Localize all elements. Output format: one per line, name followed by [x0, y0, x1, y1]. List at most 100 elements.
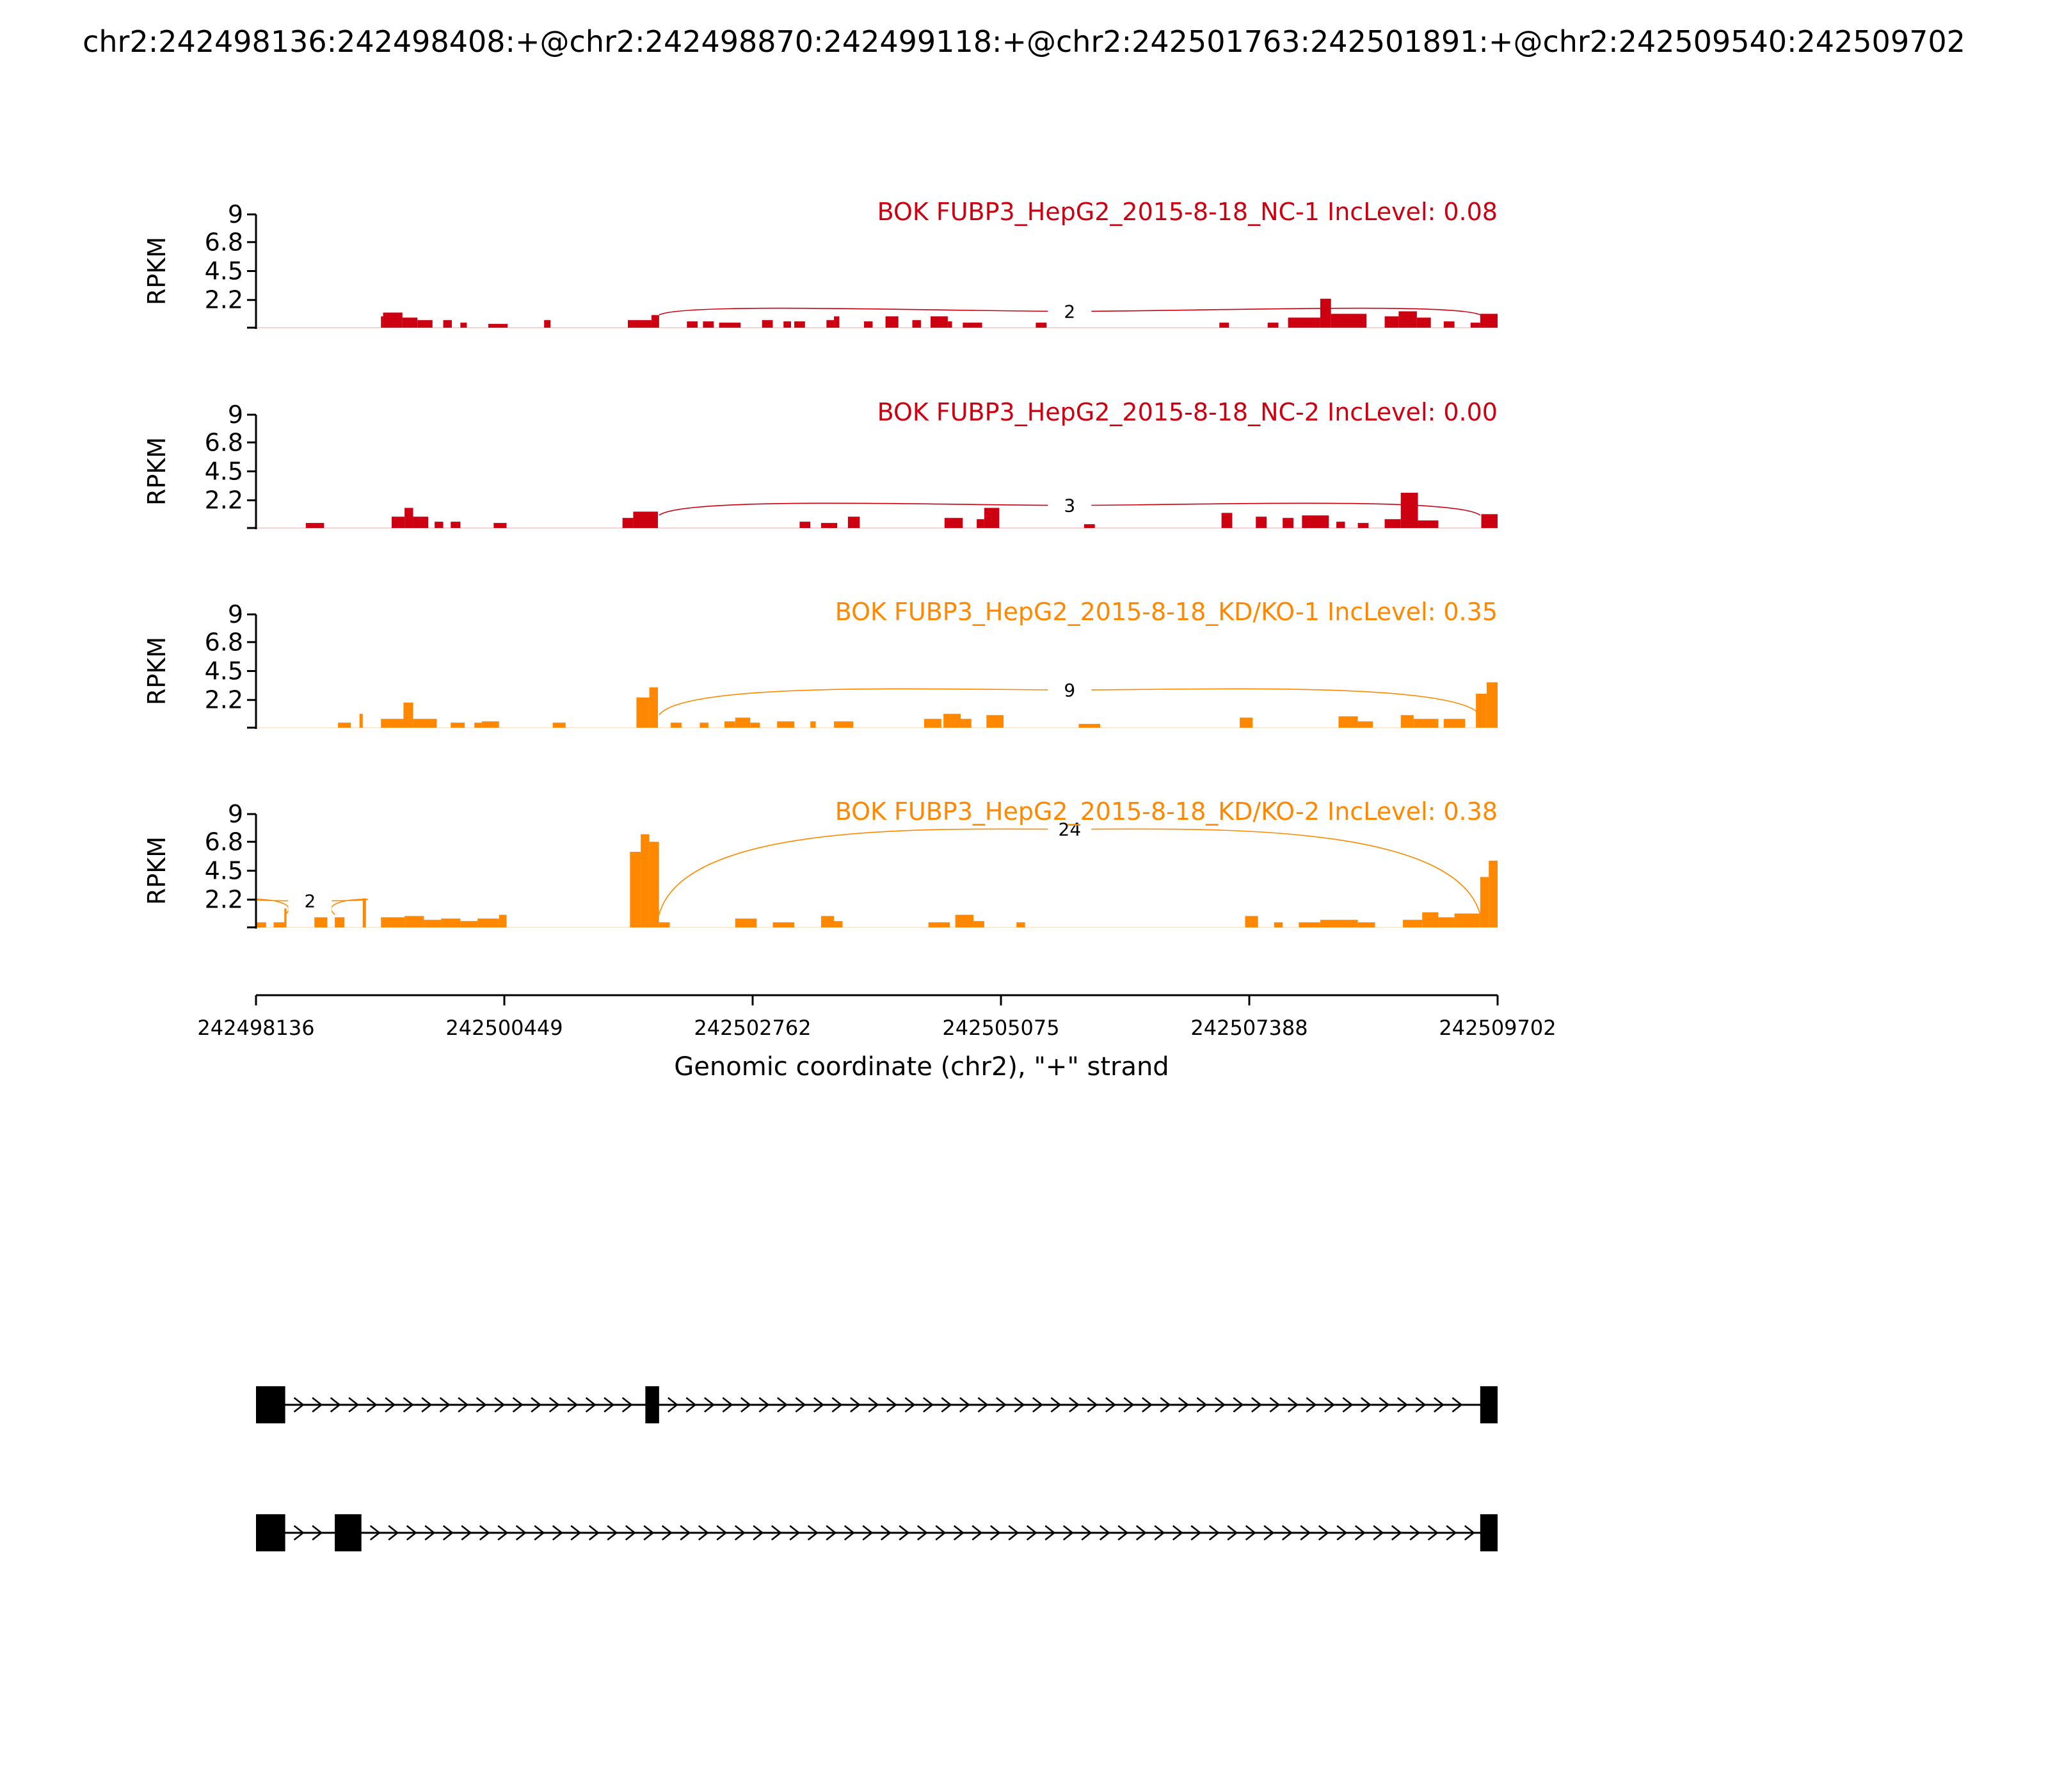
strand-arrow — [607, 1524, 618, 1541]
coverage-bar — [944, 518, 963, 528]
strand-arrow — [868, 1396, 879, 1413]
strand-arrow — [1178, 1396, 1189, 1413]
coverage-bar — [1320, 920, 1358, 927]
strand-arrow — [1281, 1524, 1293, 1541]
strand-arrow — [831, 1396, 843, 1413]
track-name: BOK FUBP3_HepG2_2015-8-18_NC-2 IncLevel:… — [877, 398, 1498, 426]
chart-title: chr2:242498136:242498408:+@chr2:24249887… — [83, 24, 1965, 59]
coverage-bar — [622, 518, 634, 528]
strand-arrow — [604, 1396, 615, 1413]
y-tick-label: 6.8 — [205, 828, 243, 856]
coverage-bar — [947, 321, 952, 328]
coverage-bar — [735, 918, 757, 927]
coverage-bar — [986, 715, 1004, 728]
strand-arrow — [977, 1396, 989, 1413]
strand-arrow — [1190, 1524, 1202, 1541]
strand-arrow — [479, 1524, 490, 1541]
strand-arrow — [421, 1396, 433, 1413]
strand-arrow — [293, 1524, 305, 1541]
y-tick-label: 2.2 — [205, 886, 243, 914]
coverage-bar — [284, 908, 287, 927]
coverage-bar — [885, 316, 899, 328]
x-axis-label: Genomic coordinate (chr2), "+" strand — [674, 1052, 1169, 1082]
coverage-bar — [834, 721, 854, 728]
strand-arrow — [424, 1524, 436, 1541]
strand-arrow — [403, 1396, 414, 1413]
coverage-bar — [1400, 715, 1414, 728]
strand-arrow — [1269, 1396, 1281, 1413]
coverage-bar — [1489, 860, 1498, 927]
strand-arrow — [953, 1524, 964, 1541]
coverage-bar — [794, 321, 805, 328]
strand-arrow — [1099, 1524, 1110, 1541]
coverage-bar — [1443, 321, 1455, 328]
strand-arrow — [1032, 1396, 1043, 1413]
coverage-bar — [488, 324, 508, 328]
strand-arrow — [758, 1396, 770, 1413]
coverage-bar — [984, 508, 1000, 528]
coverage-bar — [1302, 515, 1329, 528]
coverage-bar — [671, 723, 682, 728]
coverage-bar — [636, 697, 650, 728]
strand-arrow — [330, 1396, 341, 1413]
coverage-bar — [1288, 317, 1320, 328]
strand-arrow — [1227, 1524, 1238, 1541]
coverage-bar — [659, 922, 670, 927]
coverage-bar — [493, 523, 507, 528]
strand-arrow — [1427, 1524, 1439, 1541]
strand-arrow — [312, 1396, 323, 1413]
coverage-bar — [477, 918, 499, 927]
coverage-bar — [314, 917, 328, 927]
y-tick-label: 4.5 — [205, 257, 243, 285]
strand-arrow — [813, 1396, 824, 1413]
strand-arrow — [1172, 1524, 1183, 1541]
coverage-bar — [404, 508, 413, 528]
coverage-bar — [1470, 323, 1480, 328]
strand-arrow — [1288, 1396, 1299, 1413]
coverage-bar — [928, 922, 950, 927]
y-tick-label: 4.5 — [205, 458, 243, 486]
coverage-bar — [735, 717, 751, 728]
coverage-bar — [403, 702, 413, 728]
strand-arrow — [916, 1524, 928, 1541]
coverage-bar — [305, 523, 324, 528]
strand-arrow — [923, 1396, 934, 1413]
isoform-2 — [256, 1514, 1498, 1551]
strand-arrow — [512, 1396, 524, 1413]
coverage-bar — [834, 921, 843, 927]
strand-arrow — [789, 1524, 801, 1541]
coverage-bar — [641, 834, 650, 927]
coverage-bar — [1481, 514, 1498, 528]
strand-arrow — [312, 1524, 323, 1541]
y-tick-label: 9 — [228, 401, 243, 429]
coverage-bar — [1036, 323, 1047, 328]
coverage-bar — [649, 687, 658, 728]
strand-arrow — [1263, 1524, 1275, 1541]
coverage-bar — [1413, 719, 1439, 728]
strand-arrow — [1354, 1524, 1366, 1541]
strand-arrow — [1391, 1524, 1402, 1541]
strand-arrow — [685, 1396, 697, 1413]
coverage-bar — [783, 321, 791, 328]
y-tick-label: 2.2 — [205, 686, 243, 714]
coverage-bar — [1357, 523, 1369, 528]
strand-arrow — [740, 1396, 751, 1413]
coverage-bar — [1221, 513, 1233, 528]
coverage-bar — [1416, 317, 1431, 328]
coverage-bar — [451, 723, 465, 728]
coverage-bar — [256, 922, 266, 927]
coverage-bar — [955, 915, 974, 927]
coverage-bar — [441, 918, 461, 927]
track-4: 24 2 96.84.52.2 RPKM BOK FUBP3_HepG2_2015-8-… — [143, 797, 1498, 929]
strand-arrow — [515, 1524, 527, 1541]
coverage-bar — [1256, 516, 1267, 528]
track-1: 2 96.84.52.2 RPKM BOK FUBP3_HepG2_2015-8-18… — [143, 198, 1498, 329]
coverage-bar — [719, 323, 741, 328]
coverage-bar — [799, 522, 811, 528]
strand-arrow — [862, 1524, 874, 1541]
strand-arrow — [643, 1524, 655, 1541]
strand-arrow — [1160, 1396, 1171, 1413]
coverage-bar — [826, 320, 835, 328]
exon-block — [1480, 1514, 1498, 1551]
